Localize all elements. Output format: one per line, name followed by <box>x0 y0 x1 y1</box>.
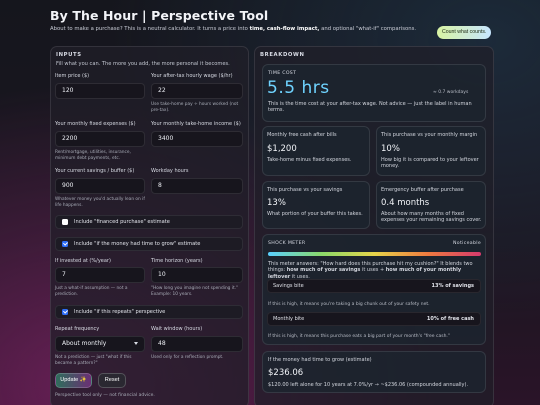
grow-caption: If the money had time to grow (estimate) <box>268 357 372 363</box>
time-cost-caption: TIME COST <box>268 71 297 76</box>
margin-card: This purchase vs your monthly margin 10%… <box>376 126 486 176</box>
grow-checkbox-row[interactable]: Include "if the money had time to grow" … <box>55 237 243 251</box>
emergency-desc: About how many months of fixed expenses … <box>381 211 482 224</box>
cash-flow-desc: Take-home minus fixed expenses. <box>267 157 352 163</box>
financed-checkbox-row[interactable]: Include "financed purchase" estimate <box>55 215 243 229</box>
wage-input[interactable]: 22 <box>151 83 243 99</box>
shock-desc-1: This meter answers: "How hard does this … <box>268 261 473 274</box>
invested-input[interactable]: 7 <box>55 267 145 283</box>
shock-meter-card: SHOCK METER Noticeable This meter answer… <box>262 234 486 345</box>
wage-hint: Use take-home pay ÷ hours worked (not pr… <box>151 102 239 113</box>
reset-button[interactable]: Reset <box>98 373 126 388</box>
monthly-bite-value: 10% of free cash <box>426 316 474 322</box>
take-home-label: Your monthly take-home income ($) <box>151 121 241 127</box>
emergency-caption: Emergency buffer after purchase <box>381 187 464 193</box>
vs-savings-card: This purchase vs your savings 13% What p… <box>262 181 370 229</box>
vs-savings-value: 13% <box>267 198 286 208</box>
horizon-hint: "How long you imagine not spending it." … <box>151 286 238 297</box>
tagline-pill-button[interactable]: Count what counts. <box>437 26 492 39</box>
shock-meter-status: Noticeable <box>453 241 482 246</box>
wait-window-hint: Used only for a reflection prompt. <box>151 355 224 360</box>
item-price-input[interactable]: 120 <box>55 83 145 99</box>
repeats-checkbox[interactable] <box>62 309 68 315</box>
savings-label: Your current savings / buffer ($) <box>55 168 135 174</box>
fixed-expenses-label: Your monthly fixed expenses ($) <box>55 121 136 127</box>
horizon-input[interactable]: 10 <box>151 267 243 283</box>
margin-value: 10% <box>381 144 400 154</box>
cash-flow-caption: Monthly free cash after bills <box>267 132 337 138</box>
update-button[interactable]: Update ✨ <box>55 373 92 388</box>
chevron-down-icon <box>134 342 138 345</box>
savings-bite-hint: If this is high, it means you're taking … <box>268 302 430 307</box>
grow-checkbox-label: Include "if the money had time to grow" … <box>74 241 201 247</box>
shock-desc-3: it uses. <box>290 273 310 280</box>
repeat-frequency-hint: Not a prediction — just "what if this be… <box>55 355 132 366</box>
grow-card: If the money had time to grow (estimate)… <box>262 351 486 393</box>
grow-desc: $120.00 left alone for 10 years at 7.0%/… <box>268 382 469 388</box>
horizon-label: Time horizon (years) <box>151 258 203 264</box>
margin-caption: This purchase vs your monthly margin <box>381 132 478 138</box>
emergency-value: 0.4 months <box>381 198 430 208</box>
wage-label: Your after-tax hourly wage ($/hr) <box>151 73 233 79</box>
savings-bite-row: Savings bite 13% of savings <box>267 279 481 293</box>
workday-input[interactable]: 8 <box>151 178 243 194</box>
invested-label: If invested at (%/year) <box>55 258 111 264</box>
cash-flow-value: $1,200 <box>267 144 297 154</box>
repeats-checkbox-label: Include "if this repeats" perspective <box>74 309 166 315</box>
repeats-checkbox-row[interactable]: Include "if this repeats" perspective <box>55 305 243 319</box>
vs-savings-caption: This purchase vs your savings <box>267 187 343 193</box>
fixed-expenses-hint: Rent/mortgage, utilities, insurance, min… <box>55 150 131 161</box>
repeat-frequency-value: About monthly <box>62 340 107 347</box>
time-cost-value: 5.5 hrs <box>267 78 330 98</box>
cash-flow-card: Monthly free cash after bills $1,200 Tak… <box>262 126 370 176</box>
item-price-label: Item price ($) <box>55 73 90 79</box>
savings-input[interactable]: 900 <box>55 178 145 194</box>
time-cost-card: TIME COST 5.5 hrs ≈ 0.7 workdays This is… <box>262 64 486 122</box>
savings-bite-label: Savings bite <box>273 283 304 289</box>
savings-bite-value: 13% of savings <box>431 283 475 289</box>
page-title: By The Hour | Perspective Tool <box>50 8 269 23</box>
subtitle-bold: time, cash-flow impact, <box>249 26 320 32</box>
subtitle-text-1: About to make a purchase? This is a neut… <box>50 26 250 32</box>
shock-desc-bold-2: how much of your monthly leftover <box>268 267 462 280</box>
grow-checkbox[interactable] <box>62 241 68 247</box>
workday-label: Workday hours <box>151 168 189 174</box>
inputs-intro: Fill what you can. The more you add, the… <box>56 61 230 67</box>
inputs-heading: INPUTS <box>56 52 82 58</box>
fixed-expenses-input[interactable]: 2200 <box>55 131 145 147</box>
monthly-bite-hint: If this is high, it means this purchase … <box>268 334 450 339</box>
shock-meter-caption: SHOCK METER <box>268 241 306 246</box>
monthly-bite-label: Monthly bite <box>273 316 305 322</box>
financed-checkbox-label: Include "financed purchase" estimate <box>74 219 170 225</box>
vs-savings-desc: What portion of your buffer this takes. <box>267 211 363 217</box>
wait-window-label: Wait window (hours) <box>151 326 203 332</box>
savings-hint: Whatever money you'd actually lean on if… <box>55 197 145 208</box>
shock-meter-bar <box>268 252 481 256</box>
emergency-card: Emergency buffer after purchase 0.4 mont… <box>376 181 486 229</box>
repeat-frequency-select[interactable]: About monthly <box>55 336 145 352</box>
repeat-frequency-label: Repeat frequency <box>55 326 100 332</box>
shock-desc-2: it uses + <box>360 267 386 274</box>
breakdown-heading: BREAKDOWN <box>260 52 305 58</box>
subtitle-text-2: and optional "what-if" comparisons. <box>319 26 417 32</box>
take-home-input[interactable]: 3400 <box>151 131 243 147</box>
time-cost-workdays: ≈ 0.7 workdays <box>433 90 469 95</box>
footer-disclaimer: Perspective tool only — not financial ad… <box>55 393 155 398</box>
monthly-bite-row: Monthly bite 10% of free cash <box>267 312 481 326</box>
page-subtitle: About to make a purchase? This is a neut… <box>50 26 430 33</box>
wait-window-input[interactable]: 48 <box>151 336 243 352</box>
invested-hint: Just a what-if assumption — not a predic… <box>55 286 128 297</box>
shock-desc-bold-1: how much of your savings <box>286 267 361 274</box>
margin-desc: How big it is compared to your leftover … <box>381 157 479 170</box>
grow-value: $236.06 <box>268 368 304 378</box>
shock-meter-desc: This meter answers: "How hard does this … <box>268 261 482 280</box>
financed-checkbox[interactable] <box>62 219 68 225</box>
time-cost-note: This is the time cost at your after-tax … <box>268 101 472 114</box>
